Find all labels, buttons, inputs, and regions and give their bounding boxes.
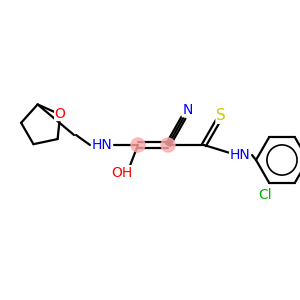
- Text: Cl: Cl: [258, 188, 272, 202]
- Circle shape: [131, 138, 145, 152]
- Text: OH: OH: [111, 166, 133, 180]
- Text: S: S: [216, 108, 226, 123]
- Text: N: N: [182, 103, 193, 117]
- Text: HN: HN: [92, 138, 112, 152]
- Text: O: O: [55, 106, 66, 121]
- Text: HN: HN: [230, 148, 250, 162]
- Circle shape: [161, 138, 175, 152]
